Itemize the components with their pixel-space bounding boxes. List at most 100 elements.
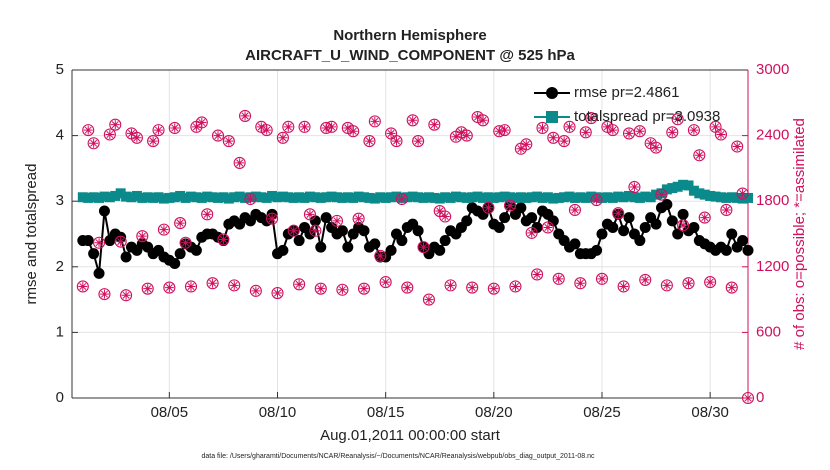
spread-point [542, 192, 553, 203]
rmse-point [396, 235, 408, 247]
rmse-point [439, 235, 451, 247]
spread-point [532, 191, 543, 202]
spread-point [569, 192, 580, 203]
legend-label: totalspread pr=3.0938 [574, 108, 720, 125]
possible-obs [92, 236, 106, 249]
possible-obs [633, 125, 646, 138]
assimilated-obs [348, 126, 358, 136]
spread-point [369, 193, 380, 204]
assimilated-obs [543, 222, 553, 232]
possible-obs [120, 289, 133, 302]
rmse-point [82, 235, 94, 247]
assimilated-obs [191, 122, 201, 132]
possible-obs [287, 224, 300, 237]
possible-obs [239, 109, 252, 122]
possible-obs [595, 272, 609, 285]
possible-obs [401, 281, 414, 294]
assimilated-obs [527, 228, 537, 238]
assimilated-obs [359, 284, 369, 294]
assimilated-obs [224, 136, 234, 146]
assimilated-obs [446, 280, 456, 290]
possible-obs [298, 120, 311, 133]
possible-obs [736, 187, 749, 200]
rmse-point [385, 244, 397, 256]
spread-point [213, 192, 224, 203]
x-tick-label: 08/05 [151, 404, 189, 421]
assimilated-obs [337, 285, 347, 295]
x-axis-label: Aug.01,2011 00:00:00 start [320, 427, 501, 444]
assimilated-obs [159, 225, 169, 235]
assimilated-obs [316, 284, 326, 294]
possible-obs [266, 212, 279, 225]
assimilated-obs [510, 281, 520, 291]
assimilated-obs [310, 226, 320, 236]
spread-point [721, 192, 732, 203]
x-tick-label: 08/20 [475, 404, 513, 421]
spread-point [683, 180, 694, 191]
rmse-point [661, 198, 673, 210]
possible-obs [563, 120, 576, 133]
spread-point [342, 192, 353, 203]
spread-point [418, 192, 429, 203]
spread-point [99, 191, 110, 202]
assimilated-obs [705, 277, 715, 287]
spread-point [580, 192, 591, 203]
possible-obs [487, 282, 500, 295]
possible-obs [612, 207, 625, 220]
possible-obs [282, 120, 295, 133]
assimilated-obs [240, 111, 250, 121]
possible-obs [141, 282, 154, 295]
spread-point [148, 192, 159, 203]
assimilated-obs [408, 115, 418, 125]
x-tick-label: 08/10 [259, 404, 297, 421]
assimilated-obs [251, 286, 261, 296]
assimilated-obs [116, 237, 126, 247]
footnote: data file: /Users/gharamti/Documents/NCA… [201, 453, 595, 460]
spread-point [364, 192, 375, 203]
possible-obs [136, 230, 149, 243]
spread-point [688, 185, 699, 196]
assimilated-obs [391, 136, 401, 146]
assimilated-obs [694, 150, 704, 160]
possible-obs [585, 112, 598, 125]
possible-obs [368, 115, 381, 128]
assimilated-obs [629, 182, 639, 192]
y-tick-label: 3 [56, 192, 64, 209]
possible-obs [412, 135, 425, 148]
possible-obs [357, 282, 371, 295]
rmse-point [737, 235, 749, 247]
assimilated-obs [229, 280, 239, 290]
spread-point [445, 192, 456, 203]
spread-point [115, 188, 126, 199]
assimilated-obs [646, 138, 656, 148]
possible-obs [422, 293, 435, 306]
possible-obs [503, 199, 517, 212]
spread-point [202, 191, 213, 202]
assimilated-obs [273, 288, 283, 298]
assimilated-obs [689, 125, 699, 135]
assimilated-obs [662, 280, 672, 290]
assimilated-obs [554, 274, 564, 284]
rmse-point [515, 202, 527, 214]
spread-point [478, 192, 489, 203]
assimilated-obs [716, 130, 726, 140]
assimilated-obs [711, 122, 721, 132]
spread-point [499, 191, 510, 202]
spread-point [537, 192, 548, 203]
possible-obs [336, 283, 349, 296]
assimilated-obs [186, 281, 196, 291]
y-tick-label: 0 [56, 389, 64, 406]
spread-point [261, 192, 272, 203]
assimilated-obs [218, 234, 228, 244]
x-tick-label: 08/25 [583, 404, 621, 421]
possible-obs [363, 135, 376, 148]
assimilated-obs [559, 136, 569, 146]
assimilated-obs [164, 283, 174, 293]
possible-obs [152, 124, 165, 137]
legend-marker [546, 111, 558, 123]
possible-obs [217, 233, 230, 246]
possible-obs [206, 277, 219, 290]
assimilated-obs [505, 201, 515, 211]
spread-point [472, 191, 483, 202]
rmse-point [369, 238, 381, 250]
